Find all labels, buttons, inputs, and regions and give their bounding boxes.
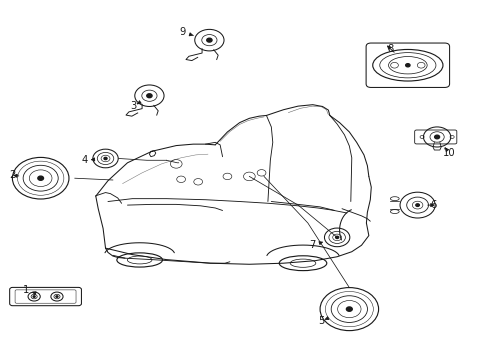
Circle shape	[335, 236, 338, 238]
Circle shape	[206, 38, 212, 42]
Circle shape	[33, 296, 35, 297]
Text: 9: 9	[179, 27, 185, 37]
Text: 5: 5	[318, 316, 324, 326]
Circle shape	[415, 204, 419, 206]
Text: 3: 3	[130, 102, 137, 112]
Circle shape	[405, 64, 409, 67]
Circle shape	[146, 94, 152, 98]
Text: 8: 8	[387, 44, 393, 54]
Circle shape	[104, 157, 107, 159]
Circle shape	[346, 307, 351, 311]
Circle shape	[434, 135, 439, 139]
Text: 2: 2	[10, 170, 16, 180]
Text: 7: 7	[309, 240, 315, 250]
Text: 10: 10	[442, 148, 455, 158]
Circle shape	[38, 176, 43, 180]
Circle shape	[56, 296, 58, 297]
Text: 4: 4	[81, 155, 87, 165]
Text: 1: 1	[23, 285, 29, 295]
Text: 6: 6	[429, 200, 436, 210]
